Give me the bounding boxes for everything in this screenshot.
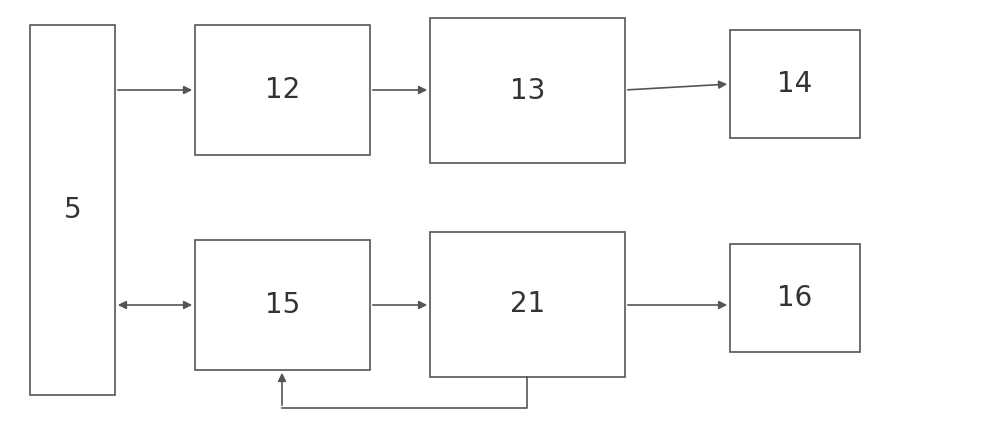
Bar (430, 18, 625, 163)
Text: 5: 5 (64, 196, 81, 224)
Bar (195, 240, 370, 370)
Bar (195, 25, 370, 155)
Text: 12: 12 (265, 76, 300, 104)
Bar (30, 25, 115, 395)
Bar (430, 232, 625, 377)
Text: 16: 16 (777, 284, 813, 312)
Text: 21: 21 (510, 291, 545, 318)
Text: 14: 14 (777, 70, 813, 98)
Text: 15: 15 (265, 291, 300, 319)
Text: 13: 13 (510, 76, 545, 105)
Bar (730, 244, 860, 352)
Bar (730, 30, 860, 138)
